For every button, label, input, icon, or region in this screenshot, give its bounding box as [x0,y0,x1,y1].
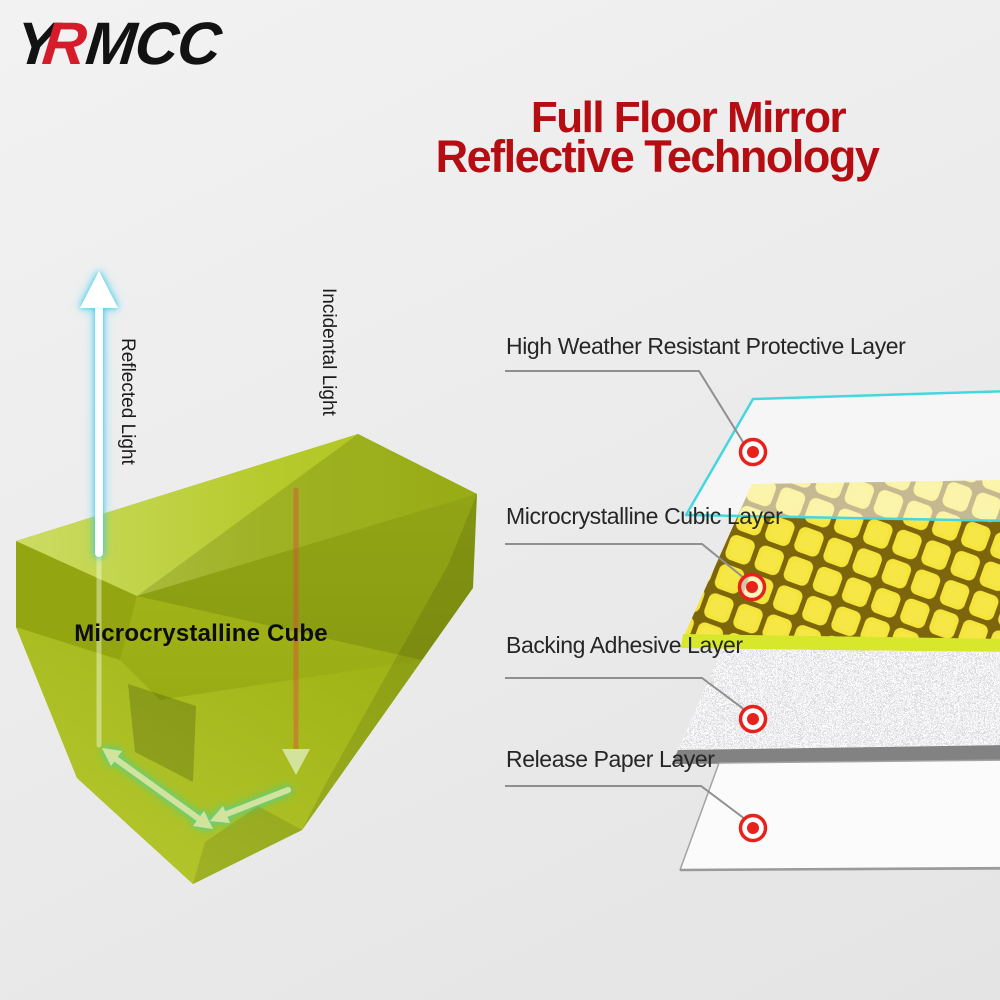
logo-part-r: R [39,10,89,77]
leader-microcrystalline [505,543,745,579]
internal-reflection-arrows-icon [102,748,291,829]
leader-release-paper [505,785,746,820]
leader-lines [505,370,746,820]
layer-microcrystalline-edge-strip [681,634,1000,653]
logo-part-mcc: MCC [82,10,224,77]
layer-label-release-paper: Release Paper Layer [506,746,715,772]
layer-release-paper [679,759,1000,872]
target-marker-icon [738,813,768,843]
cube-inner-dark-patch [128,684,196,782]
incidental-light-label: Incidental Light [318,288,339,416]
page-title-line1: Full Floor Mirror [530,93,847,142]
cube-top-right-shade-face [137,434,477,660]
reflected-light-label: Reflected Light [117,338,138,465]
layer-stack [672,390,1000,872]
leader-protective [505,370,744,443]
page-title-line2: Reflective Technology [435,131,880,182]
internal-light-path [96,487,310,829]
cube-bottom-tip-shade [193,806,302,884]
leader-adhesive [505,677,746,711]
target-markers [737,437,768,843]
cube-left-face [16,541,137,660]
layer-protective [684,390,1000,523]
reflected-light-arrow-icon [80,271,118,557]
microcrystalline-cube-graphic [16,434,477,884]
cube-lower-band-face [16,627,422,884]
incidental-internal-arrowhead-icon [282,749,310,775]
layer-label-microcrystalline: Microcrystalline Cubic Layer [506,503,783,529]
brand-logo: YRMCC [13,10,224,77]
layer-adhesive-bottom-bar [672,745,1000,764]
cube-right-edge-shade [302,494,477,830]
cube-top-face [16,434,477,596]
layer-label-protective: High Weather Resistant Protective Layer [506,333,906,359]
target-marker-icon [738,437,768,467]
cube-label: Microcrystalline Cube [74,620,328,647]
layer-backing-adhesive [672,649,1000,764]
target-marker-icon [737,572,767,602]
target-marker-icon [738,704,768,734]
layer-label-adhesive: Backing Adhesive Layer [506,632,743,658]
